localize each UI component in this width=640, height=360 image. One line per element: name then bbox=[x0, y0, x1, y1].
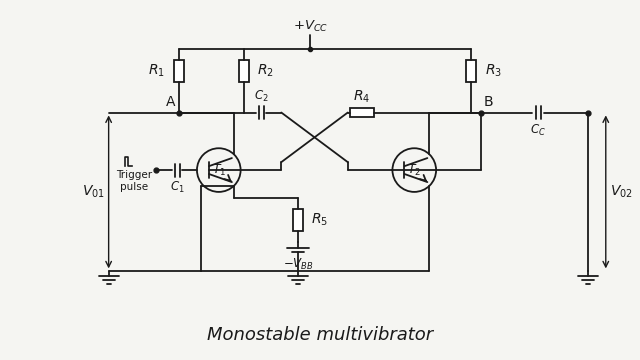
Text: $R_3$: $R_3$ bbox=[484, 63, 502, 79]
Text: A: A bbox=[166, 95, 175, 109]
Text: $V_{01}$: $V_{01}$ bbox=[82, 184, 105, 200]
Text: $V_{02}$: $V_{02}$ bbox=[610, 184, 632, 200]
FancyBboxPatch shape bbox=[293, 209, 303, 231]
Text: $C_2$: $C_2$ bbox=[254, 89, 269, 104]
Text: Trigger
pulse: Trigger pulse bbox=[116, 170, 152, 192]
Text: $R_4$: $R_4$ bbox=[353, 88, 371, 105]
Text: $+V_{CC}$: $+V_{CC}$ bbox=[292, 19, 328, 34]
Text: $R_5$: $R_5$ bbox=[311, 211, 328, 228]
Text: $C_1$: $C_1$ bbox=[170, 180, 184, 195]
Text: $C_C$: $C_C$ bbox=[531, 122, 547, 138]
Text: Monostable multivibrator: Monostable multivibrator bbox=[207, 326, 433, 344]
Text: $T_1$: $T_1$ bbox=[212, 162, 226, 177]
Text: B: B bbox=[484, 95, 493, 109]
FancyBboxPatch shape bbox=[174, 60, 184, 82]
Text: $-V_{BB}$: $-V_{BB}$ bbox=[283, 256, 314, 271]
Text: $T_2$: $T_2$ bbox=[407, 162, 421, 177]
Text: $R_2$: $R_2$ bbox=[257, 63, 275, 79]
Text: $R_1$: $R_1$ bbox=[148, 63, 165, 79]
FancyBboxPatch shape bbox=[350, 108, 374, 117]
FancyBboxPatch shape bbox=[239, 60, 248, 82]
FancyBboxPatch shape bbox=[466, 60, 476, 82]
